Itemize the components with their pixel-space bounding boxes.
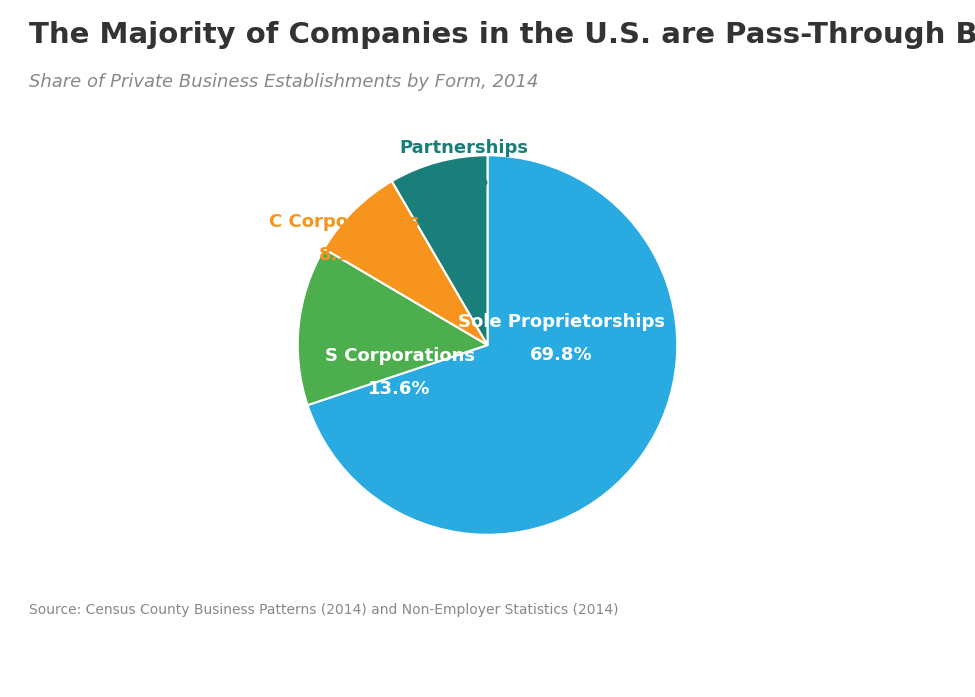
Wedge shape (392, 155, 488, 345)
Wedge shape (297, 249, 488, 405)
Text: 8.1%: 8.1% (319, 246, 370, 264)
Wedge shape (307, 155, 678, 535)
Text: Sole Proprietorships: Sole Proprietorships (458, 312, 665, 330)
Text: Share of Private Business Establishments by Form, 2014: Share of Private Business Establishments… (29, 73, 539, 91)
Text: Source: Census County Business Patterns (2014) and Non-Employer Statistics (2014: Source: Census County Business Patterns … (29, 603, 619, 617)
Text: C Corporations: C Corporations (269, 213, 419, 231)
Text: S Corporations: S Corporations (325, 347, 475, 365)
Text: 8.4%: 8.4% (440, 172, 489, 190)
Text: The Majority of Companies in the U.S. are Pass-Through Businesses: The Majority of Companies in the U.S. ar… (29, 21, 975, 49)
Text: Partnerships: Partnerships (400, 139, 528, 157)
Text: @TaxFoundation: @TaxFoundation (819, 659, 956, 677)
Text: 13.6%: 13.6% (369, 381, 431, 398)
Text: TAX FOUNDATION: TAX FOUNDATION (20, 659, 185, 677)
Text: 69.8%: 69.8% (530, 346, 593, 364)
Wedge shape (324, 181, 488, 345)
